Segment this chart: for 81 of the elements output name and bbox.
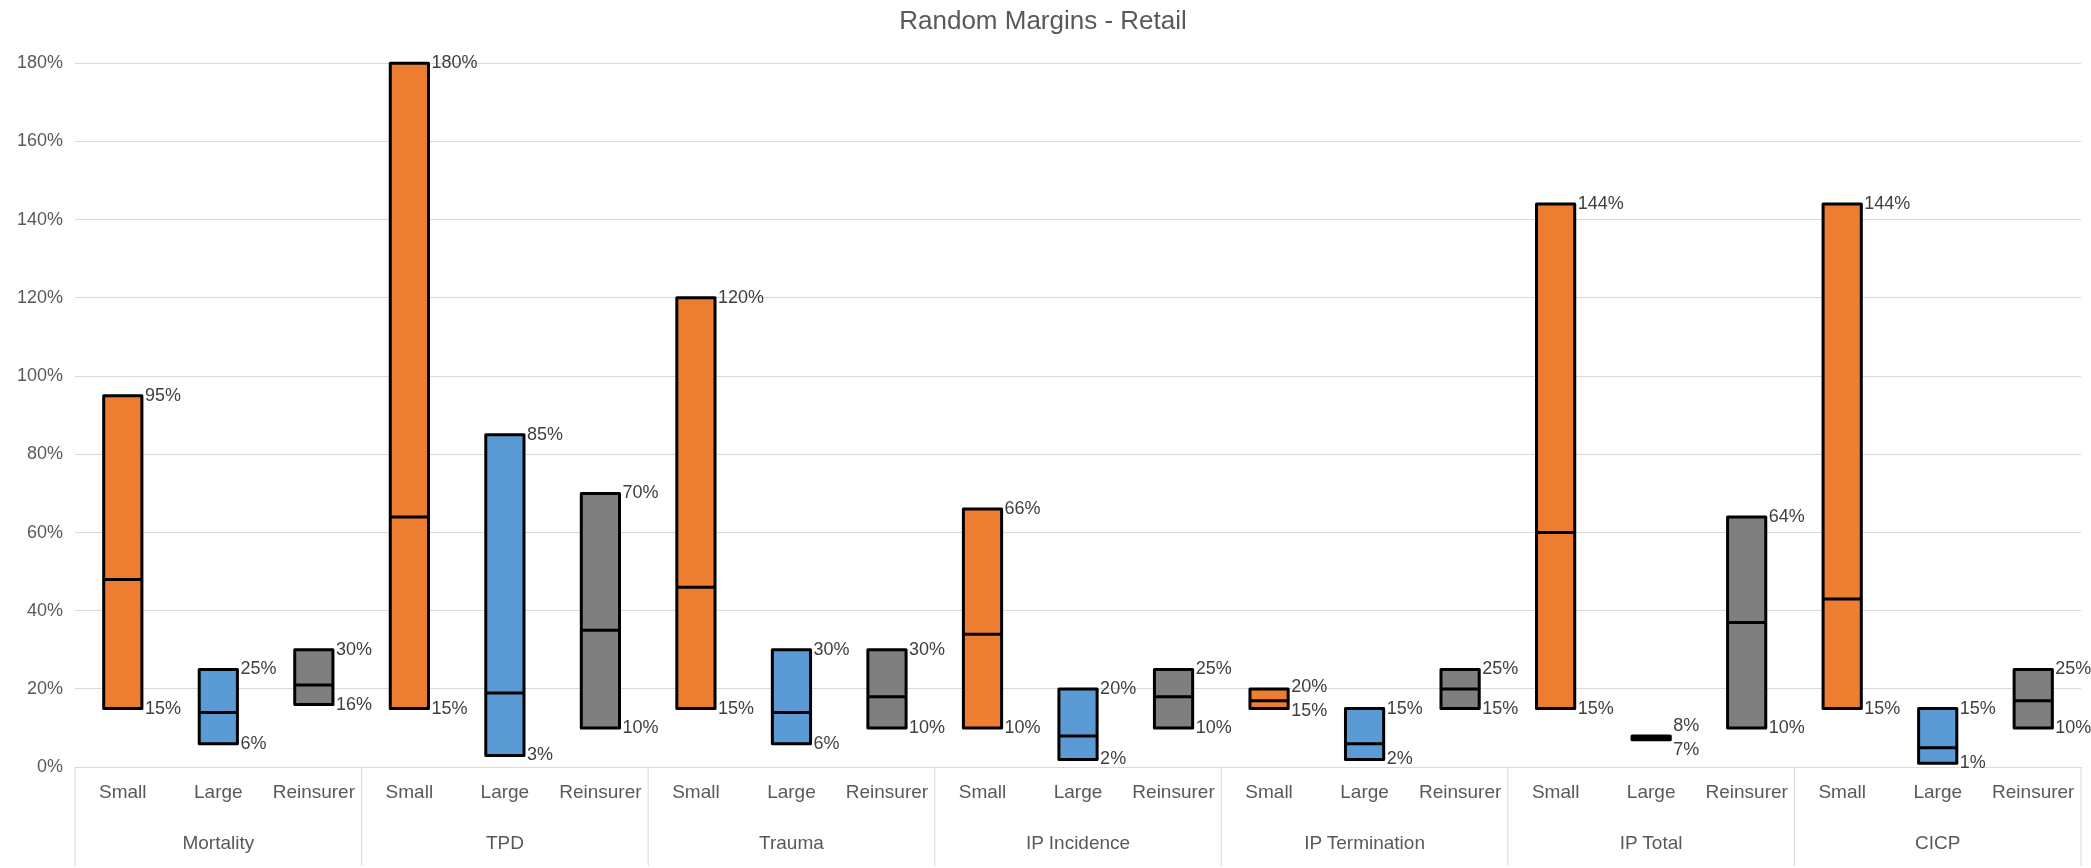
y-tick-label: 100% — [16, 365, 64, 386]
text: 15% — [431, 697, 468, 718]
x-tick-label: Small — [958, 780, 1007, 802]
text: 2% — [1100, 748, 1127, 769]
text: IP Incidence — [1025, 832, 1131, 854]
text: CICP — [1915, 832, 1961, 854]
text: 10% — [1004, 717, 1041, 738]
x-tick-label: Large — [1913, 780, 1963, 802]
x-tick-label: Small — [1818, 780, 1866, 802]
text: Trauma — [759, 832, 825, 854]
text: 16% — [335, 693, 372, 714]
x-tick-label: Small — [672, 780, 720, 802]
text: 20% — [1291, 675, 1328, 696]
text: 15% — [1577, 697, 1614, 718]
text: IP Termination — [1304, 832, 1425, 854]
text: 85% — [526, 423, 564, 444]
text: 25% — [1482, 658, 1519, 679]
x-tick-label: Reinsurer — [1705, 780, 1789, 802]
text: 10% — [1768, 717, 1805, 738]
x-tick-label: Reinsurer — [272, 780, 356, 802]
text: IP Total — [1619, 832, 1683, 854]
x-tick-label: Large — [480, 780, 530, 802]
text: 8% — [1673, 714, 1700, 735]
text: 95% — [144, 384, 181, 405]
y-tick-label: 0% — [37, 756, 64, 777]
text: 20% — [1100, 677, 1137, 698]
x-tick-label: Large — [767, 780, 816, 802]
text: 6% — [240, 732, 267, 753]
x-tick-label: Large — [1053, 780, 1103, 802]
text: 25% — [240, 658, 277, 679]
x-tick-label: Reinsurer — [1418, 780, 1502, 802]
x-tick-label: Small — [1531, 780, 1580, 802]
text: 15% — [1482, 697, 1519, 718]
y-tick-label: 160% — [16, 130, 64, 151]
y-tick-label: 140% — [16, 208, 64, 229]
text: 15% — [1864, 697, 1901, 718]
text: 10% — [909, 717, 946, 738]
x-tick-label: Small — [99, 780, 147, 802]
x-tick-label: Large — [1340, 780, 1389, 802]
text: 144% — [1864, 192, 1911, 213]
text: 66% — [1004, 498, 1041, 519]
text: Mortality — [182, 832, 255, 854]
text: 70% — [622, 482, 659, 503]
text: 25% — [2055, 658, 2091, 679]
text: 10% — [2055, 717, 2091, 738]
text: 7% — [1673, 738, 1700, 759]
text: 30% — [909, 638, 946, 659]
text: 15% — [718, 697, 755, 718]
x-tick-label: Large — [1626, 780, 1676, 802]
text: 10% — [622, 717, 659, 738]
x-tick-label: Reinsurer — [1132, 780, 1216, 802]
text: 64% — [1768, 505, 1805, 526]
text: TPD — [485, 832, 524, 854]
text: 30% — [813, 638, 850, 659]
text: 180% — [431, 52, 478, 73]
y-tick-label: 80% — [27, 443, 64, 464]
text: 2% — [1386, 748, 1413, 769]
text: 10% — [1195, 717, 1232, 738]
text: 15% — [1386, 697, 1423, 718]
y-tick-label: 20% — [27, 677, 64, 698]
x-tick-label: Large — [194, 780, 243, 802]
x-tick-label: Small — [1245, 780, 1293, 802]
x-tick-label: Reinsurer — [559, 780, 643, 802]
text: 120% — [718, 286, 765, 307]
chart-title: Random Margins - Retail — [899, 4, 1187, 35]
text: 144% — [1577, 192, 1624, 213]
text: 15% — [1291, 699, 1328, 720]
text: 25% — [1195, 658, 1232, 679]
x-tick-label: Reinsurer — [1992, 780, 2076, 802]
y-tick-label: 60% — [27, 521, 64, 542]
text: 30% — [335, 638, 372, 659]
text: 3% — [526, 744, 554, 765]
text: 15% — [144, 697, 181, 718]
x-tick-label: Small — [385, 780, 434, 802]
text: 15% — [1959, 697, 1996, 718]
text: 1% — [1959, 752, 1986, 773]
y-tick-label: 120% — [16, 286, 64, 307]
text: 6% — [813, 732, 840, 753]
x-tick-label: Reinsurer — [845, 780, 929, 802]
y-tick-label: 180% — [16, 52, 64, 73]
y-tick-label: 40% — [27, 599, 64, 620]
